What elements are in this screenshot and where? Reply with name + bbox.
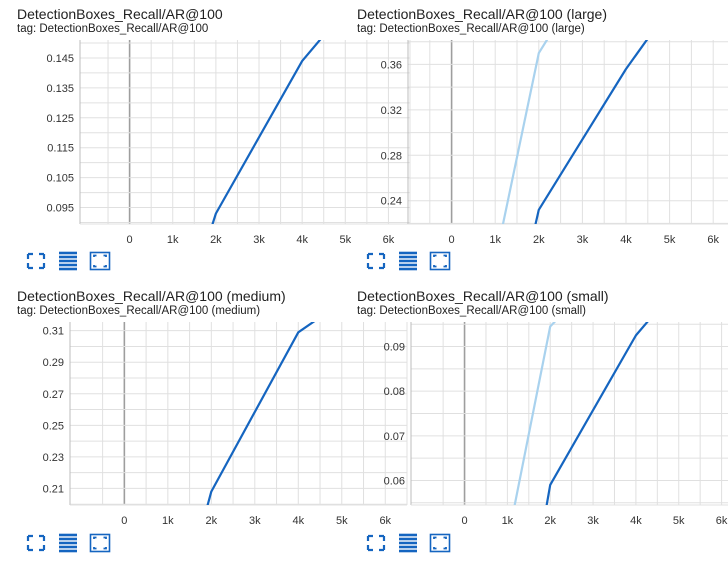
x-tick-label: 2k xyxy=(210,234,222,246)
card-title: DetectionBoxes_Recall/AR@100 (small) xyxy=(357,288,609,304)
y-tick-label: 0.28 xyxy=(381,150,402,162)
expand-icon[interactable] xyxy=(25,533,49,555)
y-tick-label: 0.095 xyxy=(46,203,74,215)
x-tick-label: 2k xyxy=(533,234,545,246)
chart-card-ar100: DetectionBoxes_Recall/AR@100 tag: Detect… xyxy=(17,0,411,282)
x-tick-label: 0 xyxy=(449,234,455,246)
y-tick-label: 0.36 xyxy=(381,59,402,71)
y-tick-label: 0.23 xyxy=(43,452,64,464)
x-tick-label: 5k xyxy=(664,234,676,246)
fit-domain-icon[interactable] xyxy=(429,533,453,555)
chart-card-ar100-medium: DetectionBoxes_Recall/AR@100 (medium) ta… xyxy=(17,282,408,564)
x-tick-label: 5k xyxy=(336,515,348,527)
y-tick-label: 0.24 xyxy=(381,196,402,208)
line-chart[interactable]: 0 1k 2k 3k 4k 5k 6k 0.24 0.28 0.32 0.36 xyxy=(357,40,728,254)
x-tick-label: 6k xyxy=(383,234,395,246)
y-tick-label: 0.31 xyxy=(43,326,64,338)
data-selection-icon[interactable] xyxy=(397,251,421,273)
series-line[interactable] xyxy=(534,36,650,230)
y-tick-label: 0.25 xyxy=(43,420,64,432)
x-tick-label: 0 xyxy=(121,515,127,527)
line-chart[interactable]: 0 1k 2k 3k 4k 5k 6k 0.21 0.23 0.25 0.27 0.29 0.31 xyxy=(17,322,409,535)
x-tick-label: 5k xyxy=(339,234,351,246)
x-tick-label: 1k xyxy=(502,515,514,527)
x-tick-label: 6k xyxy=(716,515,728,527)
fit-domain-icon[interactable] xyxy=(89,251,113,273)
x-tick-label: 5k xyxy=(673,515,685,527)
y-tick-label: 0.145 xyxy=(46,53,74,65)
line-chart[interactable]: 0 1k 2k 3k 4k 5k 6k 0.095 0.105 0.115 0.125 0.135 0.… xyxy=(17,40,412,254)
card-tag: tag: DetectionBoxes_Recall/AR@100 (large… xyxy=(357,23,585,35)
expand-icon[interactable] xyxy=(365,251,389,273)
card-title: DetectionBoxes_Recall/AR@100 xyxy=(17,6,223,22)
x-tick-label: 4k xyxy=(296,234,308,246)
y-tick-label: 0.21 xyxy=(43,483,64,495)
y-tick-label: 0.08 xyxy=(384,386,405,398)
x-tick-label: 6k xyxy=(379,515,391,527)
x-tick-label: 4k xyxy=(620,234,632,246)
y-tick-label: 0.07 xyxy=(384,431,405,443)
data-selection-icon[interactable] xyxy=(57,251,81,273)
data-selection-icon[interactable] xyxy=(397,533,421,555)
fit-domain-icon[interactable] xyxy=(429,251,453,273)
chart-card-ar100-small: DetectionBoxes_Recall/AR@100 (small) tag… xyxy=(357,282,728,564)
y-tick-label: 0.29 xyxy=(43,357,64,369)
chart-card-ar100-large: DetectionBoxes_Recall/AR@100 (large) tag… xyxy=(357,0,728,282)
x-tick-label: 1k xyxy=(489,234,501,246)
card-title: DetectionBoxes_Recall/AR@100 (large) xyxy=(357,6,607,22)
x-tick-label: 3k xyxy=(249,515,261,527)
x-tick-label: 0 xyxy=(127,234,133,246)
series-line[interactable] xyxy=(513,315,561,509)
fit-domain-icon[interactable] xyxy=(89,533,113,555)
y-tick-label: 0.32 xyxy=(381,105,402,117)
y-tick-label: 0.09 xyxy=(384,342,405,354)
series-line[interactable] xyxy=(545,315,653,509)
y-tick-label: 0.06 xyxy=(384,475,405,487)
line-chart[interactable]: 0 1k 2k 3k 4k 5k 6k 0.06 0.07 0.08 0.09 xyxy=(357,322,728,535)
y-tick-label: 0.115 xyxy=(47,143,74,155)
series-line[interactable] xyxy=(211,36,324,228)
expand-icon[interactable] xyxy=(25,251,49,273)
x-tick-label: 6k xyxy=(707,234,719,246)
card-tag: tag: DetectionBoxes_Recall/AR@100 xyxy=(17,23,209,35)
series-line[interactable] xyxy=(206,319,318,508)
data-selection-icon[interactable] xyxy=(57,533,81,555)
y-tick-label: 0.125 xyxy=(46,113,74,125)
y-tick-label: 0.27 xyxy=(43,389,64,401)
x-tick-label: 4k xyxy=(630,515,642,527)
x-tick-label: 1k xyxy=(162,515,174,527)
x-tick-label: 2k xyxy=(206,515,218,527)
series-line[interactable] xyxy=(501,36,550,231)
card-tag: tag: DetectionBoxes_Recall/AR@100 (small… xyxy=(357,305,586,317)
x-tick-label: 0 xyxy=(461,515,467,527)
x-tick-label: 3k xyxy=(253,234,265,246)
x-tick-label: 4k xyxy=(292,515,304,527)
card-title: DetectionBoxes_Recall/AR@100 (medium) xyxy=(17,288,286,304)
card-tag: tag: DetectionBoxes_Recall/AR@100 (mediu… xyxy=(17,305,261,317)
y-tick-label: 0.135 xyxy=(46,83,74,95)
expand-icon[interactable] xyxy=(365,533,389,555)
x-tick-label: 1k xyxy=(167,234,179,246)
x-tick-label: 3k xyxy=(577,234,589,246)
y-tick-label: 0.105 xyxy=(46,173,74,185)
x-tick-label: 3k xyxy=(587,515,599,527)
x-tick-label: 2k xyxy=(544,515,556,527)
